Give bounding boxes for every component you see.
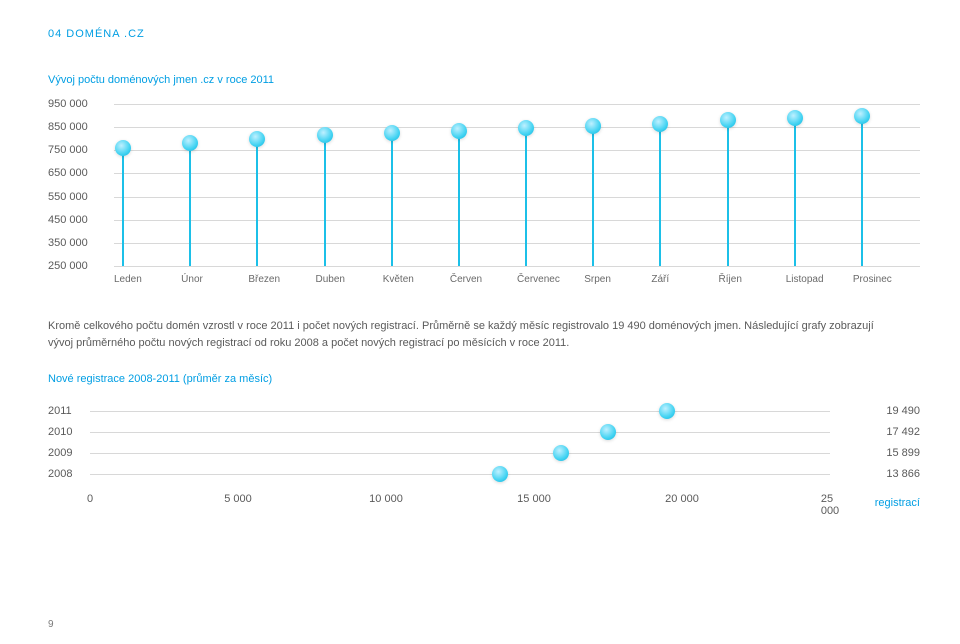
chart1-stem	[324, 135, 326, 266]
chart2-plot	[90, 399, 830, 487]
chart1-xlabel: Červenec	[517, 274, 584, 294]
chart1-xlabel: Říjen	[719, 274, 786, 294]
chart1-stem	[592, 126, 594, 266]
chart2-value-label: 19 490	[836, 405, 920, 417]
chart1-stem	[659, 124, 661, 266]
chart2-value-label: 15 899	[836, 447, 920, 459]
chart1-stem	[861, 116, 863, 266]
chart1-stem	[391, 133, 393, 266]
chart1-ylabel: 750 000	[48, 144, 108, 156]
chart1-dot	[249, 131, 265, 147]
chart2-ylabel: 2010	[48, 426, 84, 438]
chart1-xlabel: Prosinec	[853, 274, 920, 294]
chart1-ylabel: 650 000	[48, 167, 108, 179]
chart1-lollipop: LedenÚnorBřezenDubenKvětenČervenČervenec…	[48, 104, 920, 294]
chart1-stem	[256, 139, 258, 266]
chart1-dot	[317, 127, 333, 143]
chart2-horizontal-lollipop: 05 00010 00015 00020 00025 000 registrac…	[48, 399, 920, 509]
chart1-dot	[182, 135, 198, 151]
chart2-xlabel: 10 000	[369, 493, 403, 505]
chart2-value-label: 13 866	[836, 468, 920, 480]
chart1-xlabel: Duben	[316, 274, 383, 294]
chart1-xlabels: LedenÚnorBřezenDubenKvětenČervenČervenec…	[114, 274, 920, 294]
chart1-stem	[122, 148, 124, 266]
chart1-stem	[458, 131, 460, 266]
chart1-xlabel: Září	[651, 274, 718, 294]
chart1-dot	[652, 116, 668, 132]
chart2-xlabel: 15 000	[517, 493, 551, 505]
chart1-dot	[115, 140, 131, 156]
chart2-value-label: 17 492	[836, 426, 920, 438]
chart2-xlabels: 05 00010 00015 00020 00025 000	[90, 493, 830, 509]
chart1-stem	[189, 143, 191, 266]
chart2-xlabel: 25 000	[821, 493, 839, 517]
chart2-xlabel: 5 000	[224, 493, 252, 505]
chart2-dot	[659, 403, 675, 419]
chart1-xlabel: Leden	[114, 274, 181, 294]
chart2-ylabel: 2008	[48, 468, 84, 480]
chart2-xlabel: 0	[87, 493, 93, 505]
chart1-dot	[585, 118, 601, 134]
chart1-ylabel: 950 000	[48, 98, 108, 110]
chart2-dot	[553, 445, 569, 461]
chart1-xlabel: Srpen	[584, 274, 651, 294]
chart2-ylabel: 2011	[48, 405, 84, 417]
chart2-xlabel: 20 000	[665, 493, 699, 505]
chart1-dot	[854, 108, 870, 124]
chart1-xlabel: Květen	[383, 274, 450, 294]
chart1-xlabel: Březen	[248, 274, 315, 294]
chart2-unit: registrací	[875, 497, 920, 509]
chart2-gridline	[90, 453, 830, 454]
chart1-dot	[384, 125, 400, 141]
chart2-dot	[492, 466, 508, 482]
body-paragraph: Kromě celkového počtu domén vzrostl v ro…	[48, 318, 898, 351]
chart2-gridline	[90, 432, 830, 433]
chart2-ylabel: 2009	[48, 447, 84, 459]
chart1-stem	[794, 118, 796, 266]
chart1-ylabel: 850 000	[48, 121, 108, 133]
chart1-dot	[518, 120, 534, 136]
chart1-xlabel: Únor	[181, 274, 248, 294]
chart1-title: Vývoj počtu doménových jmen .cz v roce 2…	[48, 74, 920, 86]
section-header: 04 DOMÉNA .CZ	[48, 28, 920, 40]
chart1-dot	[787, 110, 803, 126]
chart1-xlabel: Listopad	[786, 274, 853, 294]
chart1-ylabel: 550 000	[48, 191, 108, 203]
chart1-stem	[727, 120, 729, 266]
chart1-xlabel: Červen	[450, 274, 517, 294]
chart1-ylabel: 450 000	[48, 214, 108, 226]
chart1-dot	[451, 123, 467, 139]
chart2-gridline	[90, 411, 830, 412]
chart1-stem	[525, 128, 527, 266]
chart1-ylabel: 350 000	[48, 237, 108, 249]
chart2-gridline	[90, 474, 830, 475]
chart2-title: Nové registrace 2008-2011 (průměr za měs…	[48, 373, 920, 385]
chart1-stems	[114, 104, 920, 266]
chart1-gridline	[114, 266, 920, 267]
page-number: 9	[48, 619, 54, 630]
chart1-ylabel: 250 000	[48, 260, 108, 272]
chart1-dot	[720, 112, 736, 128]
chart2-dot	[600, 424, 616, 440]
